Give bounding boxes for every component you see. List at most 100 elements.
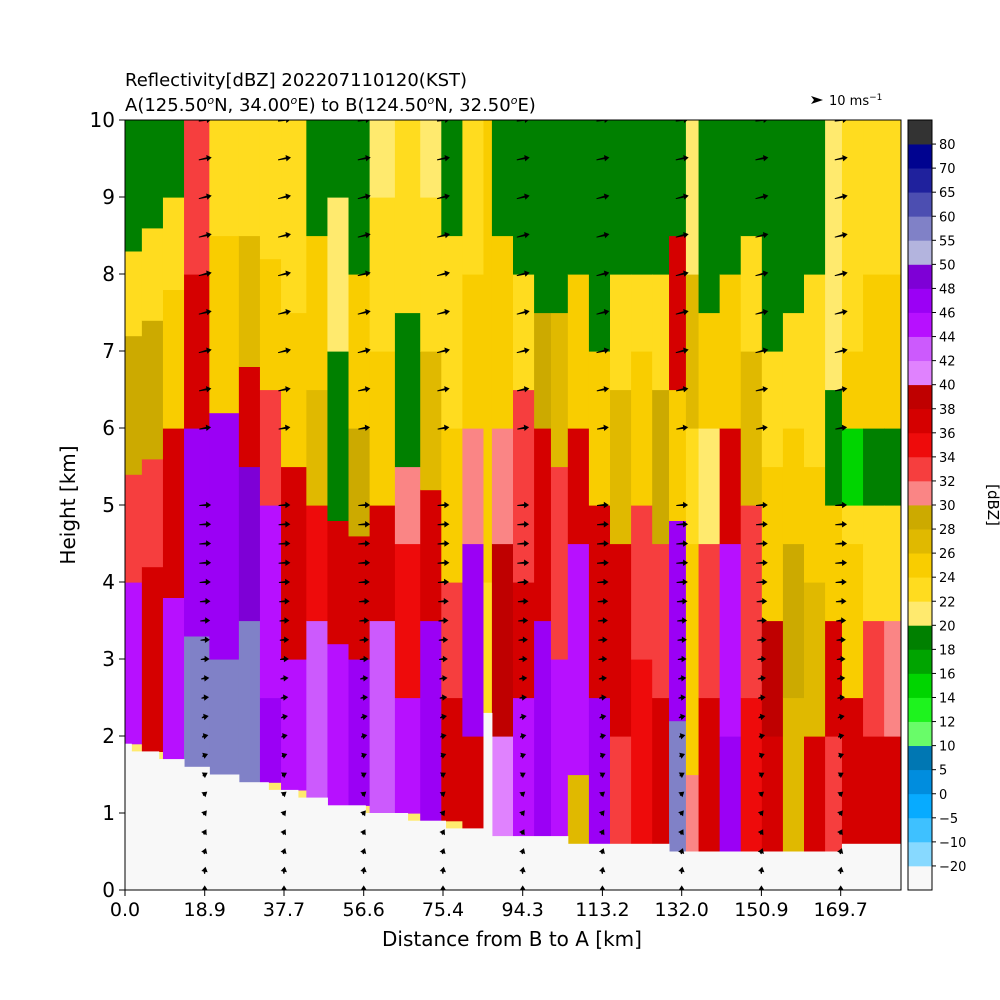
wind-arrow [519, 866, 526, 874]
wind-arrow [516, 231, 530, 239]
wind-arrow [437, 559, 450, 566]
wind-arrow [280, 713, 288, 721]
wind-arrow [676, 598, 688, 605]
wind-arrow [357, 155, 371, 162]
reflectivity-cell [841, 428, 864, 506]
reflectivity-cell [491, 543, 514, 737]
wind-arrow [519, 791, 526, 798]
reflectivity-cell [719, 736, 742, 853]
reflectivity-cell [685, 428, 700, 545]
wind-arrow [279, 636, 290, 643]
wind-arrow [517, 578, 529, 586]
subtitle-part: N, 32.50 [434, 95, 511, 116]
wind-arrow [359, 617, 370, 624]
y-tick-label: 5 [102, 493, 115, 517]
reflectivity-cell [306, 620, 329, 799]
wind-arrow [438, 598, 449, 605]
wind-arrow-shape [835, 521, 848, 528]
wind-arrow-shape [678, 772, 685, 779]
wind-arrow [758, 791, 764, 798]
colorbar-label: [dBZ] [984, 484, 1000, 526]
reflectivity-cell [782, 543, 805, 699]
wind-arrow-shape [278, 540, 291, 547]
wind-arrow-shape [439, 791, 446, 798]
wind-arrow-shape [198, 347, 212, 354]
wind-arrow [198, 231, 212, 239]
reflectivity-cell [804, 582, 826, 737]
x-tick-label: 37.7 [263, 899, 305, 921]
reflectivity-cell [162, 120, 185, 198]
wind-arrow-shape [439, 655, 448, 663]
reflectivity-cell [306, 389, 329, 506]
wind-arrow-shape [357, 308, 371, 316]
wind-arrow [358, 559, 371, 566]
wind-arrow [357, 347, 371, 354]
wind-arrow-shape [677, 655, 687, 663]
wind-arrow [439, 791, 446, 798]
colorbar-tick-label: 24 [939, 571, 956, 586]
reflectivity-cell [804, 120, 826, 275]
wind-arrow-shape [596, 120, 610, 123]
reflectivity-cell [534, 312, 552, 429]
x-tick-label: 18.9 [184, 899, 226, 921]
reflectivity-cell [441, 582, 463, 699]
reflectivity-cell [513, 389, 535, 583]
reflectivity-cell [884, 428, 901, 506]
wind-arrow-shape [758, 694, 766, 701]
reflectivity-cell [281, 120, 307, 314]
wind-arrow [438, 636, 449, 643]
wind-arrow-shape [835, 578, 847, 586]
wind-arrow-shape [834, 270, 848, 277]
wind-arrow-shape [757, 636, 767, 643]
reflectivity-cell [685, 120, 700, 275]
reflectivity-cell [863, 505, 885, 622]
reflectivity-cell [669, 720, 687, 853]
colorbar-tick-label: 40 [939, 379, 956, 394]
reflectivity-cell [631, 505, 653, 660]
reflectivity-cell [567, 274, 590, 429]
wind-arrow [439, 675, 448, 682]
wind-arrow-shape [358, 540, 371, 547]
reflectivity-cell [652, 543, 670, 699]
wind-arrow-shape [201, 829, 207, 836]
reflectivity-cell [327, 120, 350, 198]
wind-arrow [439, 810, 446, 817]
wind-arrow [437, 521, 450, 528]
wind-arrow-shape [201, 675, 210, 682]
y-tick-label: 0 [102, 878, 115, 902]
wind-arrow-shape [198, 231, 212, 239]
wind-arrow [755, 386, 769, 393]
reflectivity-cell [669, 389, 687, 521]
reflectivity-cell [348, 428, 371, 537]
wind-arrow-shape [598, 810, 605, 817]
wind-arrow [357, 270, 371, 277]
wind-arrow [837, 675, 846, 682]
wind-arrow [202, 752, 209, 759]
reflectivity-cell [441, 120, 463, 237]
wind-arrow-shape [834, 347, 848, 354]
x-tick-label: 150.9 [734, 899, 788, 921]
wind-arrow-shape [201, 866, 208, 874]
reflectivity-cell [483, 120, 493, 583]
chart-title: Reflectivity[dBZ] 202207110120(KST) [125, 70, 468, 91]
wind-arrow-shape [678, 791, 685, 798]
wind-arrow [360, 675, 369, 682]
wind-arrow-shape [201, 791, 208, 798]
wind-arrow [835, 521, 848, 528]
wind-arrow [436, 308, 450, 316]
wind-arrow-shape [517, 598, 529, 605]
wind-arrow-shape [357, 270, 371, 277]
wind-arrow [675, 155, 689, 162]
wind-arrow [757, 810, 764, 817]
wind-arrow [835, 424, 848, 432]
reflectivity-cell [462, 120, 485, 275]
wind-arrow [280, 829, 286, 836]
colorbar-swatch [908, 745, 932, 771]
reflectivity-cell [281, 659, 307, 791]
wind-arrow [837, 866, 844, 874]
colorbar-tick-label: 12 [939, 716, 956, 731]
wind-arrow [198, 308, 212, 316]
wind-arrow [277, 120, 291, 123]
reflectivity-cell [462, 543, 485, 737]
